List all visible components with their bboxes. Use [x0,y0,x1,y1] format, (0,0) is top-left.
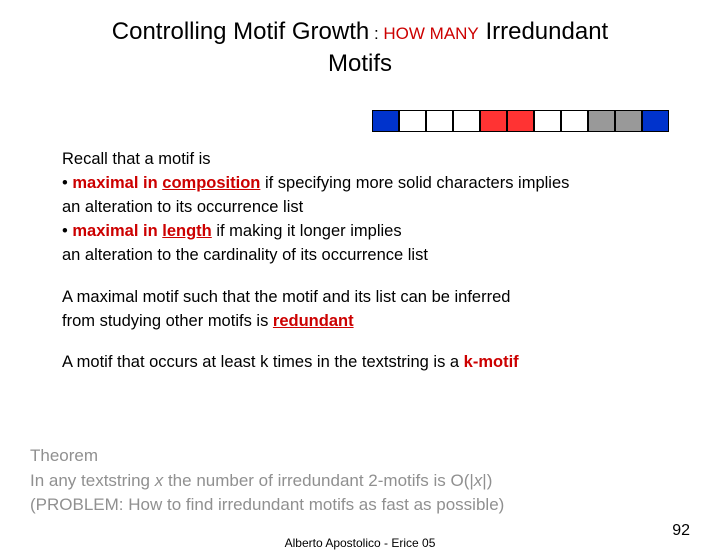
page-number: 92 [672,522,690,540]
motif-cell [642,110,669,132]
composition-word: composition [162,174,260,192]
kmotif-word: k-motif [464,353,519,371]
theorem-l3: (PROBLEM: How to find irredundant motifs… [30,495,504,514]
theorem-l2a: In any textstring [30,471,155,490]
motif-cell [372,110,399,132]
para2-b: from studying other motifs is [62,312,273,330]
title-colon: : [369,24,383,43]
motif-cell [507,110,534,132]
redundant-para: A maximal motif such that the motif and … [62,286,682,334]
footer-author: Alberto Apostolico - Erice 05 [0,536,720,550]
theorem-block: Theorem In any textstring x the number o… [30,444,690,518]
body-text: Recall that a motif is • maximal in comp… [62,148,682,393]
motif-cell [534,110,561,132]
theorem-l2b: the number of irredundant 2-motifs is O(… [163,471,474,490]
slide-subtitle: Motifs [0,50,720,78]
theorem-label: Theorem [30,446,98,465]
motif-cell [399,110,426,132]
maximal-in-1: maximal in [72,174,157,192]
len-rest: if making it longer implies [212,222,402,240]
title-part1: Controlling Motif Growth [112,18,369,45]
length-word: length [162,222,212,240]
motif-cell [615,110,642,132]
recall-line: Recall that a motif is [62,150,211,168]
motif-cells [372,110,669,132]
theorem-l2c: |) [482,471,492,490]
bullet-2: • [62,222,72,240]
motif-cell [426,110,453,132]
theorem-x1: x [155,471,164,490]
comp-line2: an alteration to its occurrence list [62,198,303,216]
len-line2: an alteration to the cardinality of its … [62,246,428,264]
title-part3: Irredundant [479,18,608,45]
redundant-word: redundant [273,312,354,330]
motif-cell [588,110,615,132]
recall-para: Recall that a motif is • maximal in comp… [62,148,682,268]
motif-cell [561,110,588,132]
para2-a: A maximal motif such that the motif and … [62,288,510,306]
title-howmany: HOW MANY [383,24,478,43]
comp-rest: if specifying more solid characters impl… [260,174,569,192]
kmotif-para: A motif that occurs at least k times in … [62,351,682,375]
para3-a: A motif that occurs at least k times in … [62,353,464,371]
maximal-in-2: maximal in [72,222,157,240]
bullet-1: • [62,174,72,192]
slide-title: Controlling Motif Growth : HOW MANY Irre… [0,18,720,46]
motif-cell [480,110,507,132]
motif-cell [453,110,480,132]
